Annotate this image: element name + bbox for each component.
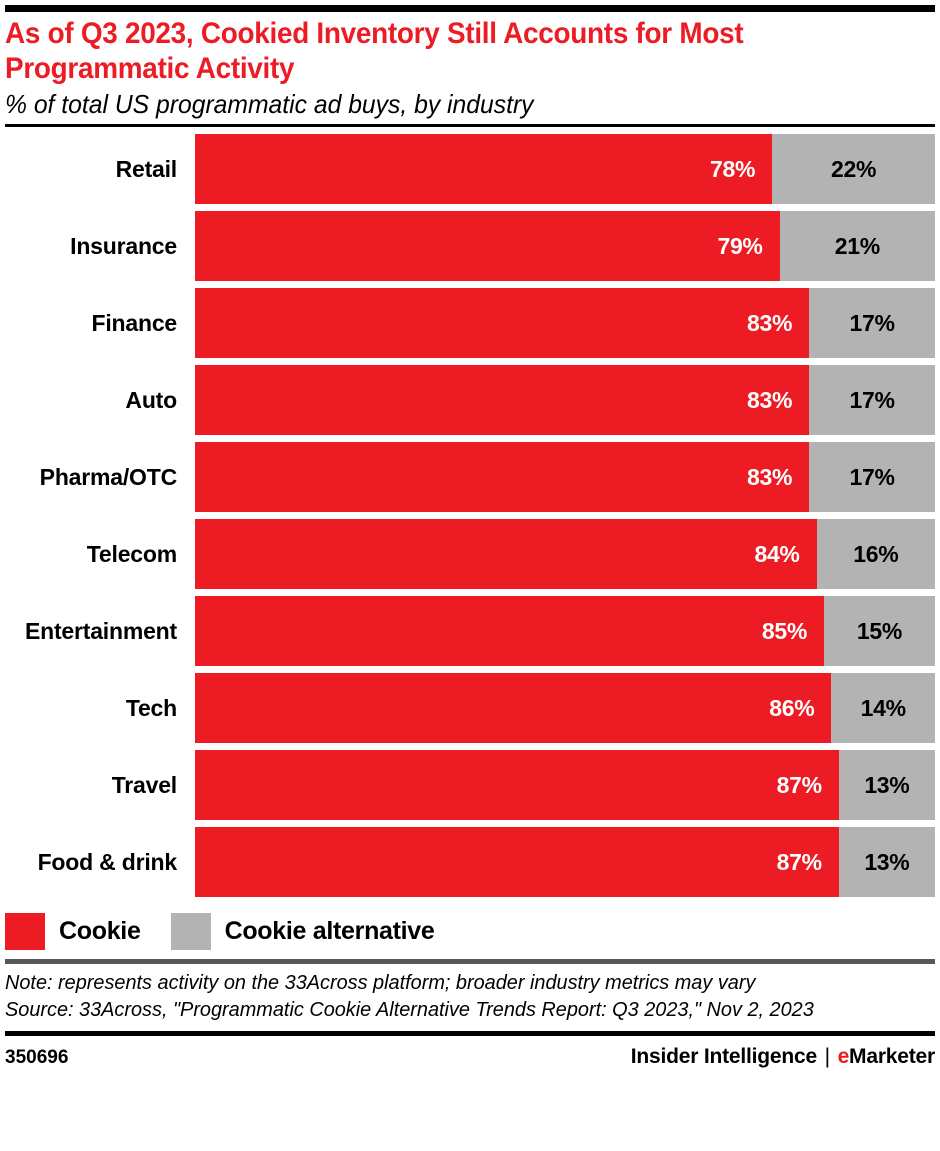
bar-segment-cookie[interactable]: 83% <box>195 442 810 513</box>
brand-emarketer-accent: e <box>837 1044 850 1068</box>
bar-segment-cookie-alternative[interactable]: 22% <box>772 134 935 205</box>
bar-segment-cookie-alternative[interactable]: 16% <box>816 519 935 590</box>
category-label: Food & drink <box>37 848 178 875</box>
chart-legend: Cookie Cookie alternative <box>5 897 935 951</box>
bar-segment-cookie-alternative[interactable]: 15% <box>824 596 935 667</box>
chart-footer: 350696 Insider Intelligence | eMarketer <box>5 1036 935 1069</box>
bar-row: Finance 83% 17% <box>5 288 935 359</box>
category-label: Telecom <box>86 540 177 567</box>
bar-segment-cookie[interactable]: 87% <box>195 827 839 898</box>
bar-segment-cookie[interactable]: 79% <box>195 211 780 282</box>
bar-row: Travel 87% 13% <box>5 750 935 821</box>
bar-segment-cookie[interactable]: 84% <box>195 519 817 590</box>
chart-notes: Note: represents activity on the 33Acros… <box>5 964 935 1023</box>
brand-lockup: Insider Intelligence | eMarketer <box>631 1045 935 1069</box>
legend-label: Cookie <box>59 917 141 946</box>
bar-segment-cookie-alternative[interactable]: 13% <box>838 750 935 821</box>
bar-segment-cookie[interactable]: 85% <box>195 596 824 667</box>
bar-row: Entertainment 85% 15% <box>5 596 935 667</box>
page-title: As of Q3 2023, Cookied Inventory Still A… <box>5 17 744 86</box>
category-label: Finance <box>91 309 177 336</box>
bar-segment-cookie[interactable]: 83% <box>195 288 810 359</box>
category-label: Tech <box>125 694 177 721</box>
bar-row: Auto 83% 17% <box>5 365 935 436</box>
legend-rule <box>5 959 935 965</box>
legend-item[interactable]: Cookie alternative <box>170 913 435 951</box>
brand-separator: | <box>824 1044 830 1068</box>
chart-header: As of Q3 2023, Cookied Inventory Still A… <box>5 12 935 120</box>
top-rule <box>5 5 935 12</box>
category-label: Insurance <box>70 232 177 259</box>
bar-track: 87% 13% <box>195 827 935 898</box>
brand-insider-intelligence: Insider Intelligence <box>630 1044 818 1068</box>
bar-segment-cookie-alternative[interactable]: 21% <box>779 211 935 282</box>
bar-track: 83% 17% <box>195 442 935 513</box>
bar-segment-cookie-alternative[interactable]: 13% <box>838 827 935 898</box>
category-label: Pharma/OTC <box>39 463 178 490</box>
chart-card: As of Q3 2023, Cookied Inventory Still A… <box>0 5 940 1151</box>
bar-track: 85% 15% <box>195 596 935 667</box>
bar-segment-cookie-alternative[interactable]: 17% <box>809 442 935 513</box>
source-text: Source: 33Across, "Programmatic Cookie A… <box>5 998 814 1022</box>
note-text: Note: represents activity on the 33Acros… <box>5 971 756 995</box>
chart-subtitle: % of total US programmatic ad buys, by i… <box>5 89 534 120</box>
header-rule <box>5 124 935 128</box>
bar-row: Telecom 84% 16% <box>5 519 935 590</box>
category-label: Retail <box>115 155 178 182</box>
chart-id: 350696 <box>5 1046 69 1068</box>
category-label: Travel <box>111 771 177 798</box>
bar-track: 79% 21% <box>195 211 935 282</box>
bar-row: Pharma/OTC 83% 17% <box>5 442 935 513</box>
stacked-bar-chart: Retail 78% 22% Insurance 79% 21% Finance 83% 17%… <box>5 127 935 898</box>
bar-track: 87% 13% <box>195 750 935 821</box>
bar-segment-cookie[interactable]: 86% <box>195 673 832 744</box>
brand-emarketer-rest: Marketer <box>849 1044 935 1068</box>
bar-track: 86% 14% <box>195 673 935 744</box>
category-label: Auto <box>125 386 177 413</box>
bar-segment-cookie[interactable]: 87% <box>195 750 839 821</box>
footer-rule <box>5 1030 935 1036</box>
bar-track: 84% 16% <box>195 519 935 590</box>
bar-segment-cookie[interactable]: 83% <box>195 365 810 436</box>
bar-segment-cookie[interactable]: 78% <box>195 134 773 205</box>
bar-track: 83% 17% <box>195 288 935 359</box>
category-label: Entertainment <box>24 617 177 644</box>
bar-row: Food & drink 87% 13% <box>5 827 935 898</box>
legend-swatch-cookie <box>5 913 45 951</box>
bar-row: Insurance 79% 21% <box>5 211 935 282</box>
legend-swatch-cookie-alternative <box>170 913 211 951</box>
bar-row: Retail 78% 22% <box>5 134 935 205</box>
bar-segment-cookie-alternative[interactable]: 17% <box>809 365 935 436</box>
bar-track: 78% 22% <box>195 134 935 205</box>
legend-label: Cookie alternative <box>224 917 435 946</box>
bar-segment-cookie-alternative[interactable]: 14% <box>831 673 935 744</box>
bar-track: 83% 17% <box>195 365 935 436</box>
legend-item[interactable]: Cookie <box>5 913 141 951</box>
bar-segment-cookie-alternative[interactable]: 17% <box>809 288 935 359</box>
bar-row: Tech 86% 14% <box>5 673 935 744</box>
